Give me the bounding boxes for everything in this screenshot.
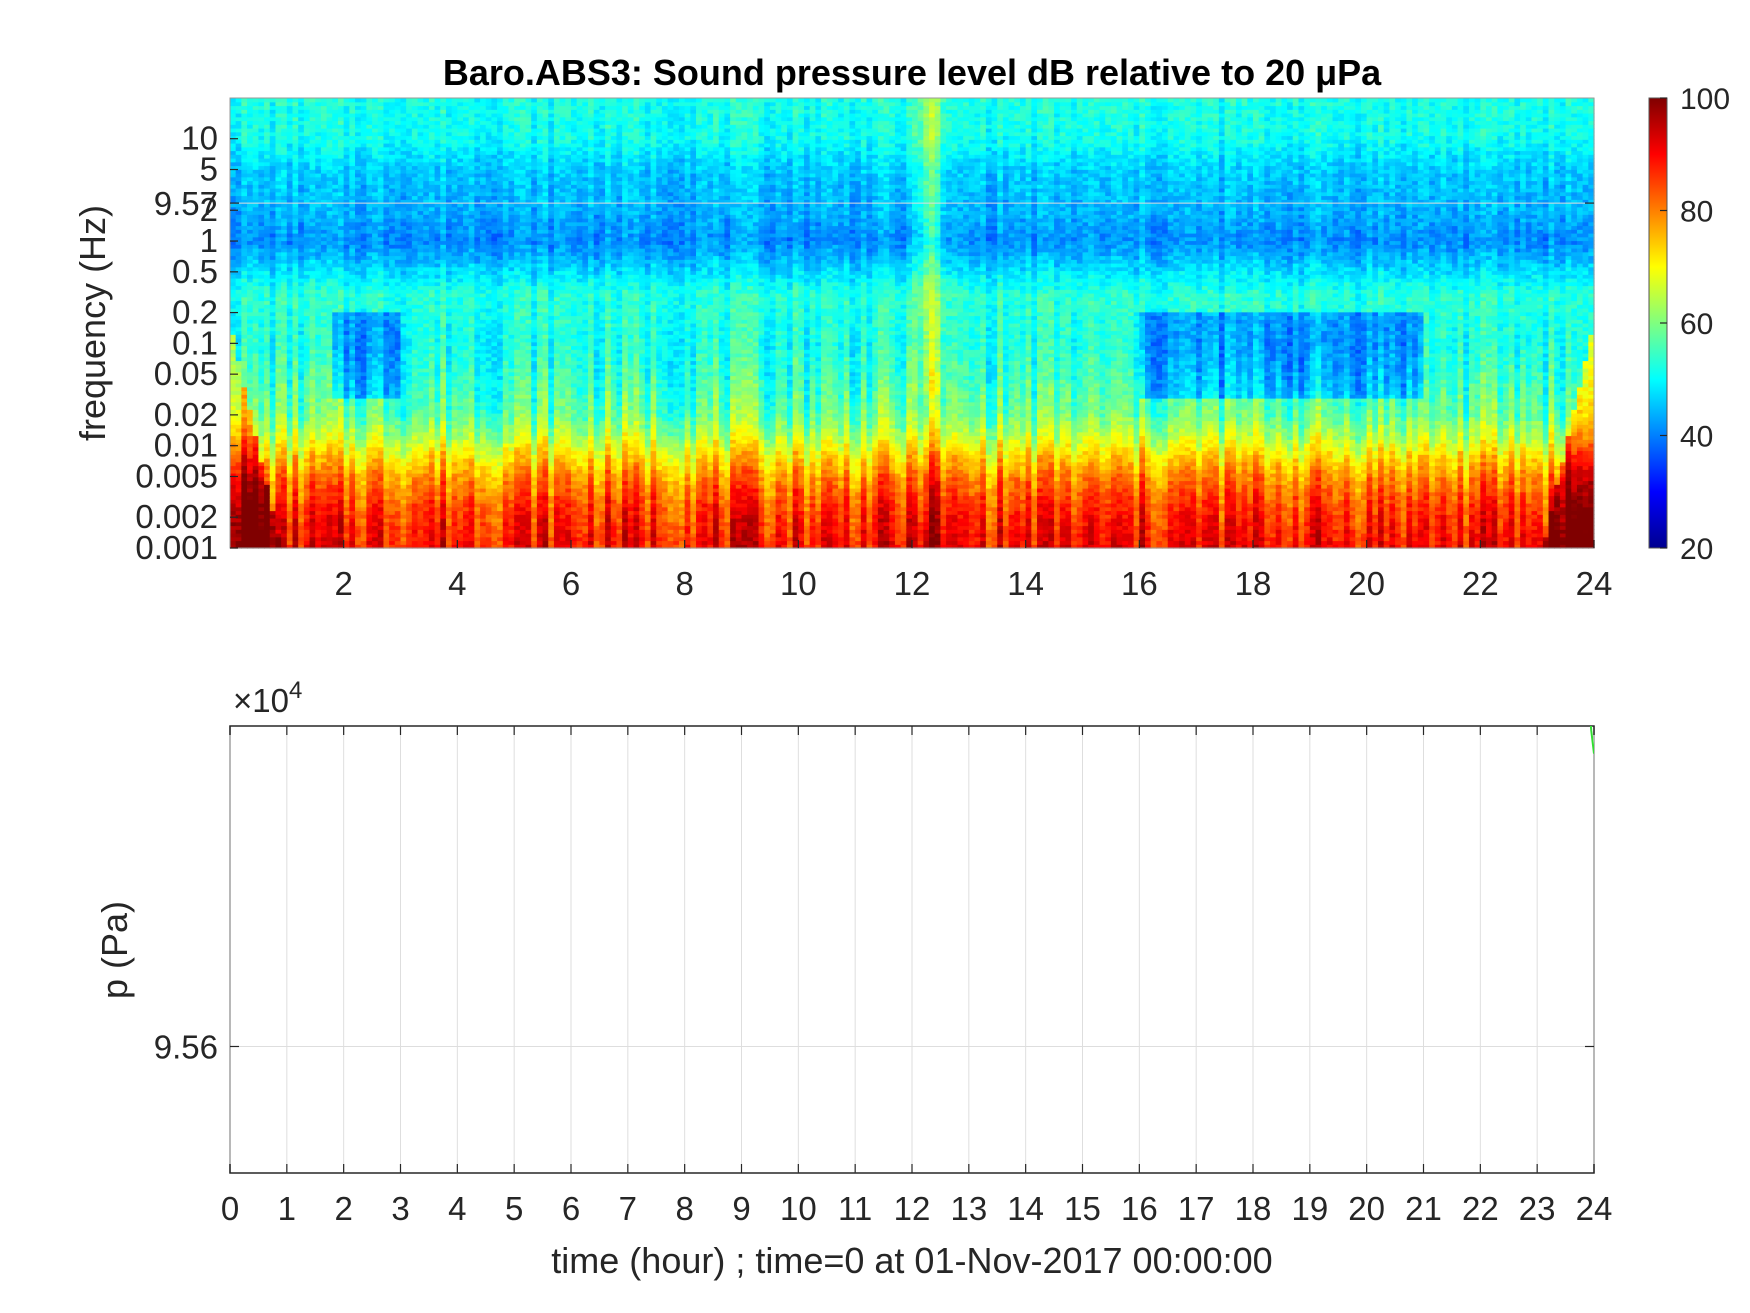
colorbar-tick-label: 20	[1680, 533, 1713, 566]
pressure-ylabel: p (Pa)	[94, 901, 135, 999]
heat-xtick-label: 14	[1007, 565, 1044, 602]
heat-ytick-label: 0.002	[135, 498, 218, 535]
line-xtick-label: 13	[950, 1190, 987, 1227]
line-xtick-label: 14	[1007, 1190, 1044, 1227]
heat-ytick-label: 0.1	[172, 324, 218, 361]
heat-xtick-label: 22	[1462, 565, 1499, 602]
heat-ytick-label: 0.5	[172, 253, 218, 290]
heat-ytick-label: 0.001	[135, 529, 218, 566]
pressure-xlabel: time (hour) ; time=0 at 01-Nov-2017 00:0…	[551, 1240, 1272, 1281]
line-xtick-label: 18	[1235, 1190, 1272, 1227]
line-xtick-label: 15	[1064, 1190, 1101, 1227]
heat-xtick-label: 8	[675, 565, 693, 602]
heat-ytick-label: 10	[181, 120, 218, 157]
colorbar-tick-label: 60	[1680, 308, 1713, 341]
heat-xtick-label: 20	[1348, 565, 1385, 602]
line-xtick-label: 20	[1348, 1190, 1385, 1227]
colorbar-tick-label: 100	[1680, 83, 1730, 116]
heat-xtick-label: 10	[780, 565, 817, 602]
colorbar-tick-label: 40	[1680, 421, 1713, 454]
line-xtick-label: 17	[1178, 1190, 1215, 1227]
line-xtick-label: 22	[1462, 1190, 1499, 1227]
heat-ytick-label: 2	[200, 191, 218, 228]
heat-xtick-label: 6	[562, 565, 580, 602]
line-xtick-label: 11	[838, 1190, 872, 1227]
spectrogram-title: Baro.ABS3: Sound pressure level dB relat…	[443, 52, 1382, 93]
heat-xtick-label: 18	[1235, 565, 1272, 602]
line-ytick-label: 9.56	[154, 1028, 218, 1065]
heat-xtick-label: 12	[894, 565, 931, 602]
line-ytick-label: 9.57	[154, 185, 218, 222]
line-xtick-label: 3	[391, 1190, 409, 1227]
heat-xtick-label: 16	[1121, 565, 1158, 602]
line-xtick-label: 21	[1405, 1190, 1442, 1227]
heat-ytick-label: 5	[200, 151, 218, 188]
heat-xtick-label: 24	[1576, 565, 1613, 602]
heat-ytick-label: 1	[200, 222, 218, 259]
heat-ytick-label: 0.2	[172, 294, 218, 331]
heat-xtick-label: 4	[448, 565, 466, 602]
line-xtick-label: 19	[1291, 1190, 1328, 1227]
line-xtick-label: 0	[221, 1190, 239, 1227]
line-xtick-label: 2	[334, 1190, 352, 1227]
y-exponent-label: ×104	[233, 677, 302, 719]
heat-ytick-label: 0.05	[154, 355, 218, 392]
line-xtick-label: 23	[1519, 1190, 1556, 1227]
line-xtick-label: 6	[562, 1190, 580, 1227]
heat-ytick-label: 0.01	[154, 427, 218, 464]
spectrogram-image	[230, 98, 1595, 549]
heat-ytick-label: 0.02	[154, 396, 218, 433]
line-xtick-label: 4	[448, 1190, 466, 1227]
heat-xtick-label: 2	[334, 565, 352, 602]
heat-ytick-label: 0.005	[135, 457, 218, 494]
spectrogram-ylabel: frequency (Hz)	[72, 205, 113, 441]
line-xtick-label: 8	[675, 1190, 693, 1227]
line-xtick-label: 5	[505, 1190, 523, 1227]
line-xtick-label: 16	[1121, 1190, 1158, 1227]
line-xtick-label: 9	[732, 1190, 750, 1227]
colorbar-tick-label: 80	[1680, 196, 1713, 229]
line-xtick-label: 7	[619, 1190, 637, 1227]
line-xtick-label: 10	[780, 1190, 817, 1227]
line-xtick-label: 12	[894, 1190, 931, 1227]
line-xtick-label: 24	[1576, 1190, 1613, 1227]
line-xtick-label: 1	[278, 1190, 296, 1227]
